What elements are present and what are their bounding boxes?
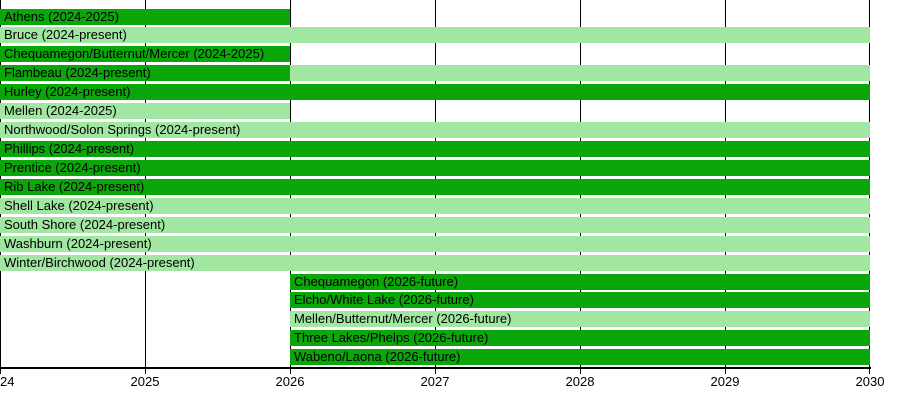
row-label: Mellen (2024-2025) (4, 103, 117, 118)
year-tick (869, 369, 870, 374)
row-label: Chequamegon (2026-future) (294, 274, 459, 289)
timeline-bar-segment (0, 9, 290, 25)
timeline-bar-segment (0, 65, 290, 81)
year-tick (145, 369, 146, 374)
timeline-bar-segment (0, 46, 290, 62)
row-label: Mellen/Butternut/Mercer (2026-future) (294, 311, 512, 326)
x-axis-line (0, 367, 871, 369)
timeline-bar-segment (0, 84, 870, 100)
timeline-bar-segment (290, 349, 870, 365)
year-label: 2030 (855, 374, 885, 389)
timeline-bar-segment (0, 27, 870, 43)
row-label: Wabeno/Laona (2026-future) (294, 349, 461, 364)
row-label: Bruce (2024-present) (4, 27, 127, 42)
row-label: Chequamegon/Butternut/Mercer (2024-2025) (4, 46, 265, 61)
year-tick (580, 369, 581, 374)
timeline-bar-segment (0, 141, 870, 157)
timeline-bar-segment (290, 65, 870, 81)
year-label: 2029 (710, 374, 740, 389)
row-label: Phillips (2024-present) (4, 141, 135, 156)
timeline-bar-segment (290, 311, 870, 327)
year-tick (725, 369, 726, 374)
year-tick (290, 369, 291, 374)
row-label: South Shore (2024-present) (4, 217, 166, 232)
row-label: Flambeau (2024-present) (4, 65, 151, 80)
timeline-bar-segment (290, 274, 870, 290)
timeline-bar-segment (0, 217, 870, 233)
row-label: Prentice (2024-present) (4, 160, 141, 175)
row-label: Elcho/White Lake (2026-future) (294, 292, 474, 307)
timeline-bar-segment (290, 330, 870, 346)
timeline-bar-segment (0, 122, 870, 138)
timeline-bar-segment (0, 236, 870, 252)
row-label: Washburn (2024-present) (4, 236, 152, 251)
row-label: Winter/Birchwood (2024-present) (4, 255, 195, 270)
year-tick (0, 369, 1, 374)
timeline-bar-segment (0, 198, 870, 214)
row-label: Northwood/Solon Springs (2024-present) (4, 122, 241, 137)
row-label: Three Lakes/Phelps (2026-future) (294, 330, 489, 345)
year-label: 2026 (275, 374, 305, 389)
year-label: 2024 (0, 374, 15, 389)
year-label: 2025 (130, 374, 160, 389)
year-label: 2027 (420, 374, 450, 389)
row-label: Shell Lake (2024-present) (4, 198, 154, 213)
timeline-bar-segment (0, 179, 870, 195)
timeline-bar-segment (0, 160, 870, 176)
year-label: 2028 (565, 374, 595, 389)
row-label: Hurley (2024-present) (4, 84, 131, 99)
timeline-bar-segment (290, 292, 870, 308)
year-tick (435, 369, 436, 374)
row-label: Athens (2024-2025) (4, 9, 119, 24)
row-label: Rib Lake (2024-present) (4, 179, 145, 194)
timeline-bar-segment (0, 103, 290, 119)
timeline-bar-segment (0, 255, 870, 271)
